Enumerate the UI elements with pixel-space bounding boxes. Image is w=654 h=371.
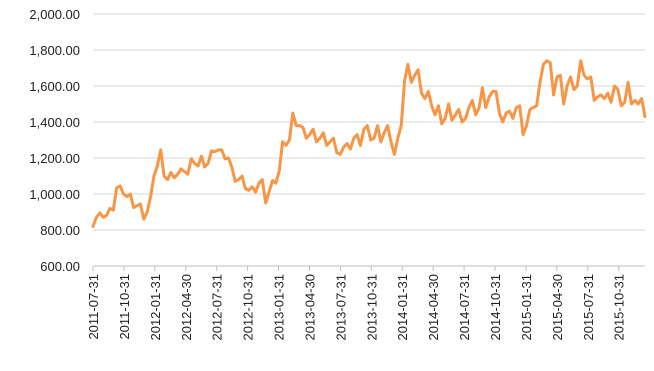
x-tick-label: 2015-10-31 (612, 274, 627, 341)
series-line (91, 59, 647, 228)
y-tick-label: 1,000.00 (29, 187, 80, 202)
x-tick-label: 2014-10-31 (488, 274, 503, 341)
y-axis-tick-labels: 600.00 800.00 1,000.00 1,200.00 1,400.00 1,60… (29, 7, 80, 274)
x-tick-label: 2015-01-31 (519, 274, 534, 341)
y-tick-label: 600.00 (40, 259, 80, 274)
x-tick-label: 2013-10-31 (364, 274, 379, 341)
y-tick-label: 1,200.00 (29, 151, 80, 166)
x-axis-tick-labels: 2011-07-31 2011-10-31 2012-01-31 2012-04-30… (86, 266, 627, 341)
x-tick-label: 2011-10-31 (117, 274, 132, 340)
x-tick-label: 2014-01-31 (395, 274, 410, 341)
x-tick-label: 2011-07-31 (86, 274, 101, 340)
y-tick-label: 800.00 (40, 223, 80, 238)
y-tick-label: 2,000.00 (29, 7, 80, 22)
x-tick-label: 2012-01-31 (148, 274, 163, 341)
x-tick-label: 2013-07-31 (333, 274, 348, 341)
y-tick-label: 1,800.00 (29, 43, 80, 58)
y-tick-label: 1,600.00 (29, 79, 80, 94)
x-tick-label: 2012-04-30 (179, 274, 194, 341)
x-tick-label: 2014-04-30 (426, 274, 441, 341)
x-tick-label: 2012-10-31 (241, 274, 256, 341)
x-tick-label: 2015-07-31 (581, 274, 596, 341)
x-tick-label: 2014-07-31 (457, 274, 472, 341)
gridlines (93, 13, 645, 231)
x-tick-label: 2015-04-30 (550, 274, 565, 341)
x-tick-label: 2012-07-31 (210, 274, 225, 341)
series-group (91, 59, 647, 228)
x-tick-label: 2013-01-31 (272, 274, 287, 341)
x-tick-label: 2013-04-30 (302, 274, 317, 341)
y-tick-label: 1,400.00 (29, 115, 80, 130)
